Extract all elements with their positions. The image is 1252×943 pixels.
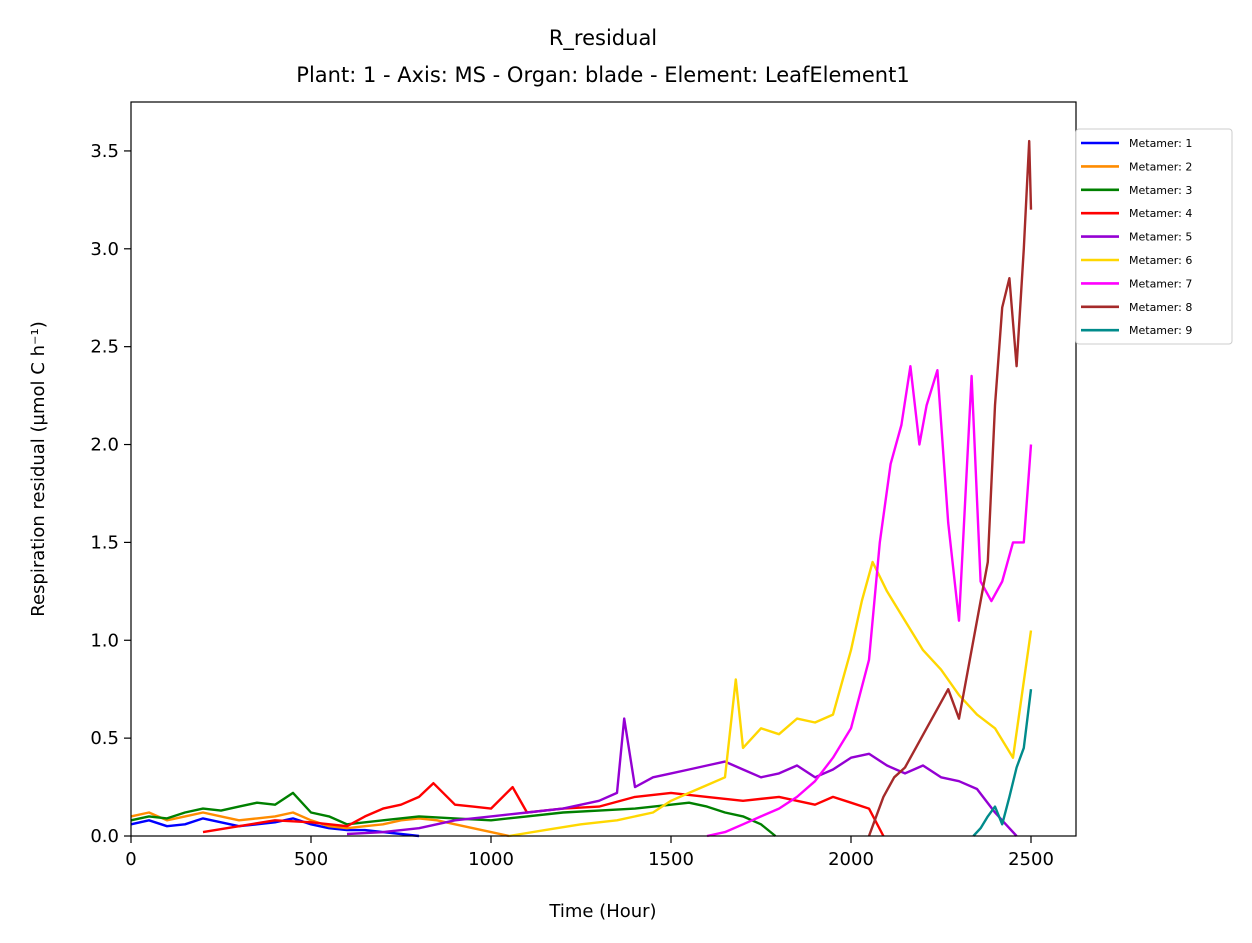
legend-label: Metamer: 8 (1129, 301, 1192, 314)
y-tick-label: 0.5 (90, 728, 119, 749)
y-tick-label: 1.0 (90, 630, 119, 651)
series-line-8 (867, 139, 1033, 837)
x-tick-label: 0 (125, 849, 136, 870)
y-tick-label: 2.0 (90, 435, 119, 456)
chart-subtitle: Plant: 1 - Axis: MS - Organ: blade - Ele… (296, 63, 909, 87)
series-line-7 (706, 365, 1033, 838)
series-line-3 (130, 791, 777, 837)
y-axis-label: Respiration residual (µmol C h⁻¹) (28, 321, 49, 616)
series-line-5 (346, 717, 1018, 837)
y-tick-label: 3.0 (90, 239, 119, 260)
y-tick-label: 3.5 (90, 141, 119, 162)
series-layer (130, 139, 1033, 838)
legend-label: Metamer: 2 (1129, 160, 1192, 173)
plot-frame (130, 101, 1077, 837)
series-line-1 (130, 817, 420, 838)
y-tick-label: 0.0 (90, 826, 119, 847)
legend-label: Metamer: 5 (1129, 231, 1192, 244)
y-tick-label: 1.5 (90, 532, 119, 553)
y-tick-label: 2.5 (90, 337, 119, 358)
plot-area (131, 102, 1076, 836)
chart-title: R_residual (549, 26, 657, 51)
x-axis-ticks: 0 500 1000 1500 2000 2500 (125, 836, 1054, 870)
y-axis-ticks: 0.0 0.5 1.0 1.5 2.0 2.5 3.0 3.5 (90, 141, 131, 847)
legend-box (1075, 128, 1233, 345)
x-tick-label: 1000 (468, 849, 514, 870)
legend-label: Metamer: 4 (1129, 207, 1192, 220)
series-line-4 (202, 782, 885, 837)
series-line-6 (508, 560, 1033, 838)
legend-label: Metamer: 3 (1129, 184, 1192, 197)
x-tick-label: 1500 (648, 849, 694, 870)
legend: Metamer: 1 Metamer: 2 Metamer: 3 Metamer: 4… (1075, 128, 1233, 345)
legend-label: Metamer: 6 (1129, 254, 1192, 267)
legend-label: Metamer: 1 (1129, 137, 1192, 150)
legend-label: Metamer: 9 (1129, 324, 1192, 337)
series-line-9 (972, 689, 1033, 837)
legend-label: Metamer: 7 (1129, 277, 1192, 290)
x-tick-label: 2500 (1008, 849, 1054, 870)
x-tick-label: 2000 (828, 849, 874, 870)
x-tick-label: 500 (294, 849, 328, 870)
x-axis-label: Time (Hour) (548, 901, 656, 922)
